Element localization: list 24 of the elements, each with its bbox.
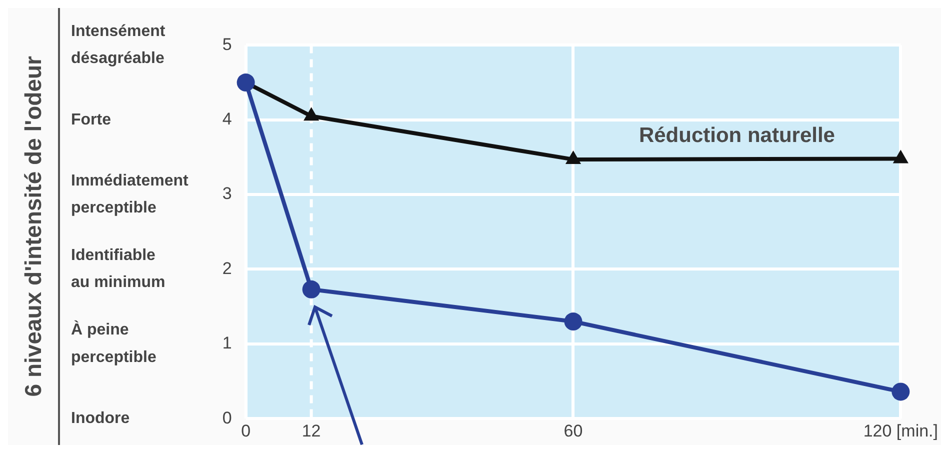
text: Forte xyxy=(71,111,112,128)
point xyxy=(304,107,320,121)
point xyxy=(892,150,908,164)
point xyxy=(892,382,910,401)
y-tick-label: 4 xyxy=(222,110,232,129)
x-tick-label: 0 xyxy=(241,421,251,440)
y-tick-label: 0 xyxy=(222,408,232,428)
text: Immédiatement perceptible xyxy=(71,172,190,217)
y-tick-label: 1 xyxy=(222,334,232,353)
text: Inodore xyxy=(71,410,130,428)
point xyxy=(564,312,582,331)
x-tick-label: 12 xyxy=(302,421,321,440)
text: Intensément désagréable xyxy=(71,23,166,68)
x-tick-label: 60 xyxy=(564,421,583,440)
text: Identifiable au minimum xyxy=(71,247,166,292)
point xyxy=(302,280,320,298)
series-label: Réduction naturelle xyxy=(638,124,835,148)
text: 6 niveaux d'intensité de l'odeur xyxy=(20,56,46,397)
y-tick-label: 5 xyxy=(222,34,232,54)
y-tick-label: 2 xyxy=(222,258,232,278)
point xyxy=(565,150,582,164)
y-tick-label: 3 xyxy=(222,184,232,204)
x-tick-label: 120 [min.] xyxy=(863,421,938,440)
text: À peine perceptible xyxy=(71,320,156,366)
